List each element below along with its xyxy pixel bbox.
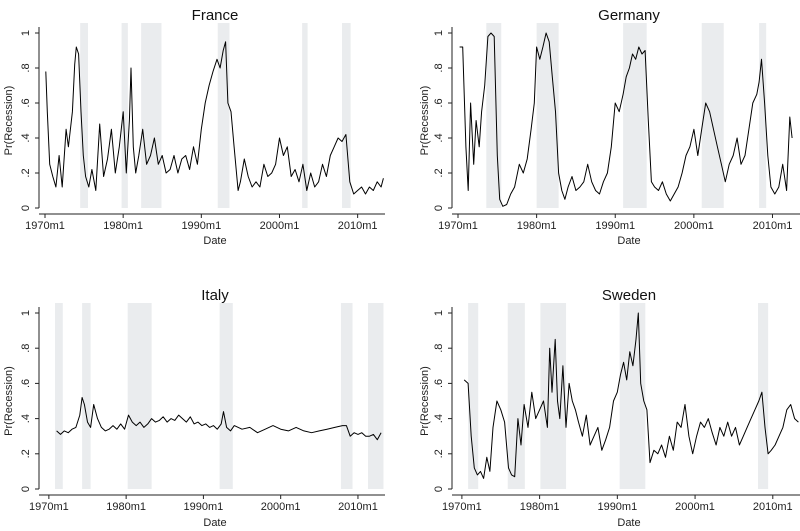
y-tick-label: 0 <box>20 205 32 211</box>
y-tick-label: .2 <box>433 449 445 458</box>
x-tick-label: 2000m1 <box>261 501 301 513</box>
y-tick-label: .2 <box>433 168 445 177</box>
y-tick-label: 0 <box>20 486 32 492</box>
recession-band <box>219 303 233 489</box>
y-tick-label: .8 <box>20 344 32 353</box>
chart-panel-2: 0 .2 .4 .6 .8 1 1970m1 1980m1 1990m1 2000m1 2010m1… <box>419 7 800 247</box>
recession-band <box>368 303 384 489</box>
y-tick-label: .4 <box>433 414 445 423</box>
chart-title: Sweden <box>602 287 656 304</box>
recession-band <box>536 23 559 208</box>
recession-band <box>759 23 767 208</box>
y-tick-label: .8 <box>433 63 445 72</box>
x-tick-label: 2000m1 <box>674 220 714 232</box>
x-tick-label: 2010m1 <box>338 501 378 513</box>
recession-band <box>82 303 91 489</box>
y-tick-label: .2 <box>20 168 32 177</box>
x-tick-label: 1980m1 <box>517 220 557 232</box>
chart-title: France <box>192 7 239 24</box>
x-tick-label: 2010m1 <box>338 220 378 232</box>
series-line <box>45 41 384 195</box>
x-tick-label: 1980m1 <box>103 220 143 232</box>
recession-band <box>507 303 525 489</box>
recession-band <box>623 23 647 208</box>
y-tick-label: .6 <box>433 98 445 107</box>
y-tick-label: .6 <box>433 379 445 388</box>
x-axis-label: Date <box>203 517 226 529</box>
x-axis-label: Date <box>203 235 226 247</box>
x-tick-label: 1970m1 <box>438 220 478 232</box>
y-axis-label: Pr(Recession) <box>3 86 15 156</box>
recession-band <box>342 23 351 208</box>
y-tick-label: .4 <box>20 414 32 423</box>
recession-band <box>55 303 63 489</box>
chart-title: Germany <box>598 7 660 24</box>
y-tick-label: .4 <box>433 133 445 142</box>
x-tick-label: 1990m1 <box>597 501 637 513</box>
x-tick-label: 2000m1 <box>260 220 300 232</box>
x-tick-label: 1980m1 <box>520 501 560 513</box>
x-axis-label: Date <box>617 235 640 247</box>
x-tick-label: 1980m1 <box>106 501 146 513</box>
chart-panel-3: 0 .2 .4 .6 .8 1 1970m1 1980m1 1990m1 2000m1 2010m1… <box>3 287 385 529</box>
x-tick-label: 1970m1 <box>25 220 65 232</box>
y-tick-label: .8 <box>433 344 445 353</box>
recession-band <box>340 303 353 489</box>
recession-band <box>701 23 724 208</box>
y-tick-label: 0 <box>433 205 445 211</box>
series-line <box>463 312 799 479</box>
y-tick-label: .8 <box>20 63 32 72</box>
recession-band <box>468 303 479 489</box>
y-tick-label: .4 <box>20 133 32 142</box>
y-axis-label: Pr(Recession) <box>419 366 431 436</box>
recession-band <box>540 303 567 489</box>
y-tick-label: 1 <box>20 30 32 36</box>
y-axis-label: Pr(Recession) <box>3 366 15 436</box>
recession-band <box>302 23 308 208</box>
y-tick-label: 1 <box>433 310 445 316</box>
x-tick-label: 1970m1 <box>29 501 69 513</box>
y-tick-label: .6 <box>20 379 32 388</box>
recession-band <box>121 23 128 208</box>
y-tick-label: 1 <box>20 310 32 316</box>
y-tick-label: 0 <box>433 486 445 492</box>
x-tick-label: 2010m1 <box>753 501 793 513</box>
recession-band <box>619 303 646 489</box>
chart-title: Italy <box>201 287 229 304</box>
x-tick-label: 1990m1 <box>595 220 635 232</box>
y-tick-label: .2 <box>20 449 32 458</box>
series-line <box>459 32 793 207</box>
x-tick-label: 2010m1 <box>753 220 793 232</box>
chart-panel-4: 0 .2 .4 .6 .8 1 1970m1 1980m1 1990m1 2000m1 2010m1… <box>419 287 800 529</box>
x-tick-label: 1990m1 <box>184 501 224 513</box>
recession-band <box>758 303 769 489</box>
recession-band <box>127 303 152 489</box>
recession-band <box>80 23 88 208</box>
x-tick-label: 1990m1 <box>181 220 221 232</box>
series-line <box>56 397 382 441</box>
y-tick-label: .6 <box>20 98 32 107</box>
x-tick-label: 1970m1 <box>442 501 482 513</box>
x-tick-label: 2000m1 <box>675 501 715 513</box>
y-axis-label: Pr(Recession) <box>419 86 431 156</box>
recession-band <box>217 23 230 208</box>
chart-panel-1: 0 .2 .4 .6 .8 1 1970m1 1980m1 1990m1 2000m1 2010m1… <box>3 7 385 247</box>
x-axis-label: Date <box>617 517 640 529</box>
recession-band <box>141 23 162 208</box>
y-tick-label: 1 <box>433 30 445 36</box>
